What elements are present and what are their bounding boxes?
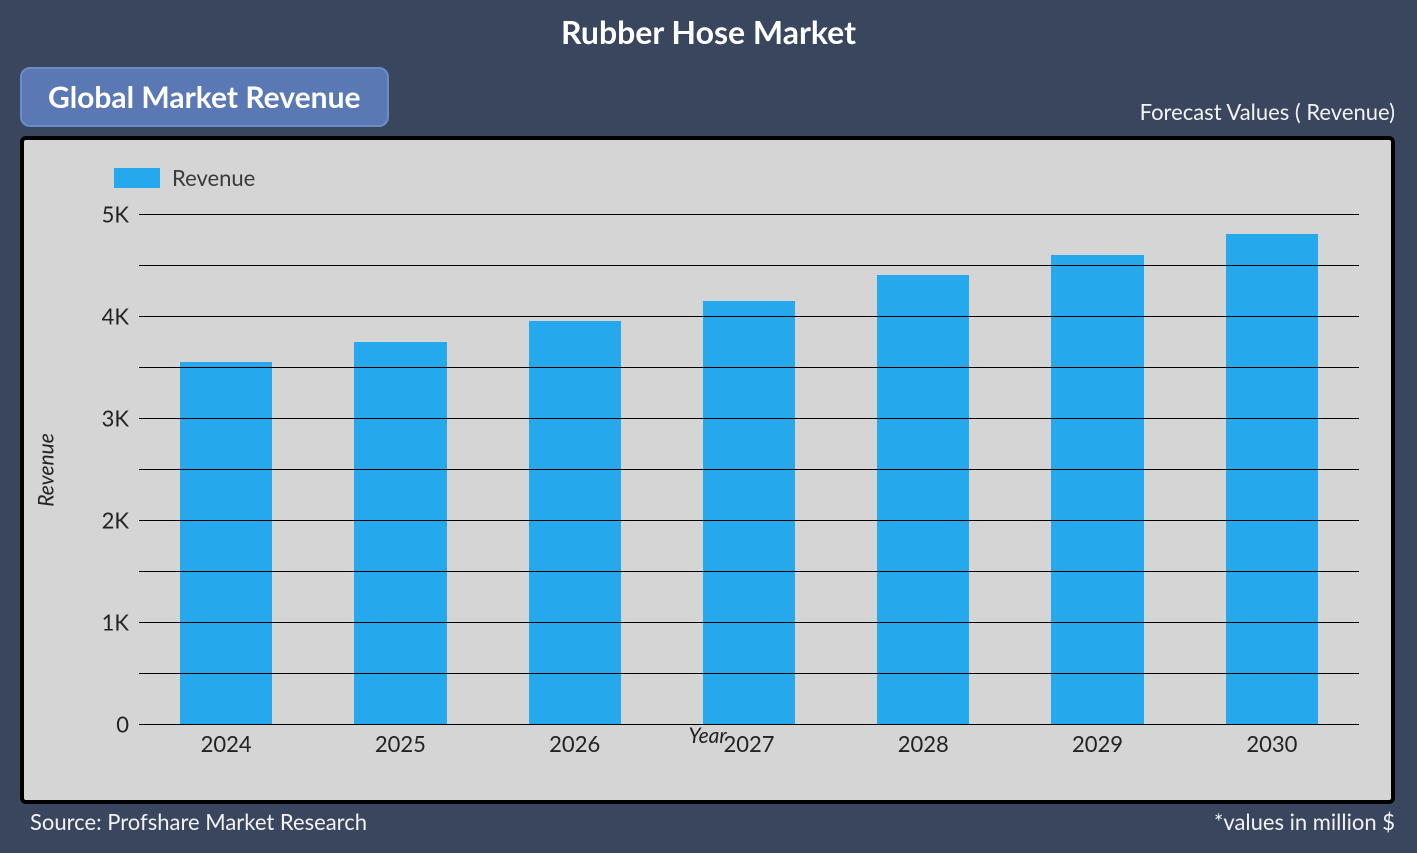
source-footnote: Source: Profshare Market Research xyxy=(30,808,367,835)
bar xyxy=(1051,255,1143,724)
chart-plot-area: 01K2K3K4K5K2024202520262027202820292030 xyxy=(139,214,1359,724)
chart-panel: Revenue 01K2K3K4K5K202420252026202720282… xyxy=(20,136,1395,804)
bar xyxy=(703,301,795,724)
y-tick-label: 2K xyxy=(59,507,129,534)
x-tick-label: 2026 xyxy=(515,730,635,757)
grid-line xyxy=(139,367,1359,368)
bar xyxy=(877,275,969,724)
y-tick-label: 4K xyxy=(59,303,129,330)
grid-line xyxy=(139,316,1359,317)
grid-line xyxy=(139,571,1359,572)
grid-line xyxy=(139,214,1359,215)
values-footnote: *values in million $ xyxy=(1214,808,1395,835)
legend-swatch xyxy=(114,168,160,188)
grid-line xyxy=(139,469,1359,470)
x-tick-label: 2028 xyxy=(863,730,983,757)
y-tick-label: 5K xyxy=(59,201,129,228)
bar xyxy=(1226,234,1318,724)
y-tick-label: 1K xyxy=(59,609,129,636)
x-axis-label: Year xyxy=(688,723,726,748)
chart-legend: Revenue xyxy=(114,164,255,191)
grid-line xyxy=(139,673,1359,674)
revenue-badge: Global Market Revenue xyxy=(20,67,389,127)
x-tick-label: 2024 xyxy=(166,730,286,757)
grid-line xyxy=(139,622,1359,623)
bar xyxy=(529,321,621,724)
x-tick-label: 2030 xyxy=(1212,730,1332,757)
grid-line xyxy=(139,724,1359,725)
forecast-values-label: Forecast Values ( Revenue) xyxy=(1140,98,1395,125)
grid-line xyxy=(139,520,1359,521)
x-tick-label: 2029 xyxy=(1038,730,1158,757)
grid-line xyxy=(139,265,1359,266)
bar xyxy=(180,362,272,724)
y-axis-label: Revenue xyxy=(34,433,59,507)
y-tick-label: 3K xyxy=(59,405,129,432)
legend-label: Revenue xyxy=(172,164,255,191)
page-title: Rubber Hose Market xyxy=(0,12,1417,51)
grid-line xyxy=(139,418,1359,419)
x-tick-label: 2025 xyxy=(340,730,460,757)
bar xyxy=(354,342,446,725)
y-tick-label: 0 xyxy=(59,711,129,738)
